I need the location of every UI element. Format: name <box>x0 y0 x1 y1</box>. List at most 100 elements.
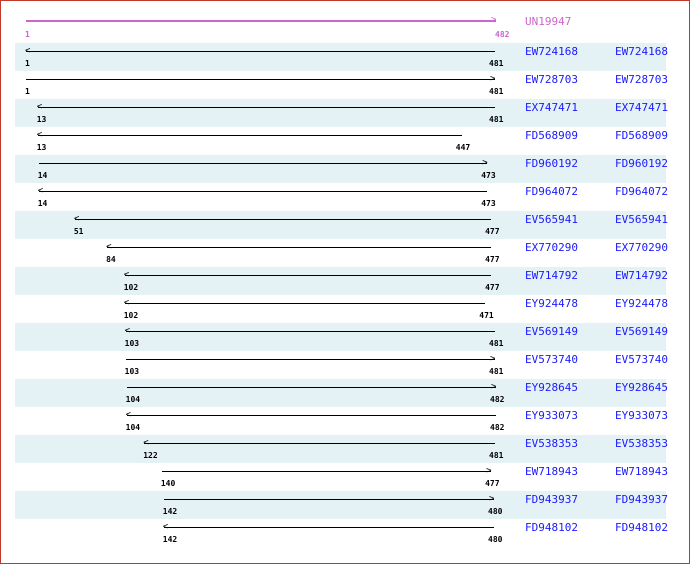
hit-end: 482 <box>490 395 505 404</box>
hit-arrow <box>126 415 496 416</box>
arrow-left-icon: < <box>106 242 112 252</box>
hit-link[interactable]: EW728703 <box>525 73 578 86</box>
hit-end: 482 <box>490 423 505 432</box>
hit-arrow <box>144 443 495 444</box>
hit-end: 477 <box>485 283 500 292</box>
hit-link[interactable]: EW718943 <box>525 465 578 478</box>
hit-start: 14 <box>37 171 48 180</box>
hit-row: <103 481 EV569149 EV569149 <box>15 323 668 351</box>
hit-link[interactable]: EV538353 <box>525 437 578 450</box>
hit-link[interactable]: EX770290 <box>525 241 578 254</box>
hit-link[interactable]: EV569149 <box>525 325 578 338</box>
hit-link[interactable]: EV565941 <box>525 213 578 226</box>
hit-end: 477 <box>485 479 500 488</box>
hit-start: 1 <box>25 59 30 68</box>
hit-link[interactable]: EW724168 <box>525 45 578 58</box>
hit-start: 103 <box>124 339 140 348</box>
hit-link[interactable]: FD568909 <box>525 129 578 142</box>
arrow-left-icon: < <box>123 298 130 308</box>
hit-arrow <box>26 51 496 52</box>
hit-start: 122 <box>143 451 158 460</box>
hit-end: 481 <box>489 367 504 376</box>
hit-link-secondary[interactable]: EW718943 <box>615 465 668 478</box>
hit-link-secondary[interactable]: FD568909 <box>615 129 668 142</box>
hit-link-secondary[interactable]: FD964072 <box>615 185 668 198</box>
hit-link[interactable]: EV573740 <box>525 353 578 366</box>
hit-arrow <box>125 359 495 360</box>
hit-row: >140 477 EW718943 EW718943 <box>15 463 668 491</box>
hit-start: 103 <box>124 367 140 376</box>
hit-link-secondary[interactable]: EY928645 <box>615 381 668 394</box>
hit-link[interactable]: EW714792 <box>525 269 578 282</box>
hit-start: 14 <box>37 199 48 208</box>
hit-end: 481 <box>489 87 504 96</box>
hit-link-secondary[interactable]: EW724168 <box>615 45 668 58</box>
hit-start: 1 <box>25 87 30 96</box>
hit-start: 102 <box>123 311 139 320</box>
arrow-left-icon: < <box>37 186 44 196</box>
hit-row: >14 473 FD960192 FD960192 <box>15 155 668 183</box>
hit-end: 477 <box>485 227 500 236</box>
arrow-left-icon: < <box>73 214 80 224</box>
hit-arrow <box>37 107 496 108</box>
hit-link-secondary[interactable]: EX770290 <box>615 241 668 254</box>
hit-link-secondary[interactable]: EV538353 <box>615 437 668 450</box>
hit-row: <102 477 EW714792 EW714792 <box>15 267 668 295</box>
hit-arrow <box>26 79 496 80</box>
query-end: 482 <box>495 30 510 39</box>
hit-start: 13 <box>36 143 47 152</box>
hit-link-secondary[interactable]: EV565941 <box>615 213 668 226</box>
hit-row: >104 482 EY928645 EY928645 <box>15 379 668 407</box>
hit-start: 102 <box>123 283 139 292</box>
hit-arrow <box>38 191 488 192</box>
arrow-right-icon: > <box>482 158 488 168</box>
hit-row: <104 482 EY933073 EY933073 <box>15 407 668 435</box>
hit-arrow <box>126 387 496 388</box>
hit-end: 481 <box>489 59 504 68</box>
arrow-right-icon: > <box>491 15 497 25</box>
hit-link[interactable]: EY924478 <box>525 297 578 310</box>
hit-link[interactable]: FD964072 <box>525 185 578 198</box>
arrow-left-icon: < <box>125 410 132 420</box>
hit-end: 481 <box>489 339 504 348</box>
hit-link[interactable]: EY933073 <box>525 409 578 422</box>
hit-arrow <box>125 331 495 332</box>
hit-link[interactable]: FD948102 <box>525 521 578 534</box>
hit-link-secondary[interactable]: EY933073 <box>615 409 668 422</box>
hit-end: 473 <box>481 199 496 208</box>
hit-link[interactable]: EX747471 <box>525 101 578 114</box>
hit-link-secondary[interactable]: EV569149 <box>615 325 668 338</box>
hit-row: <142 480 FD948102 FD948102 <box>15 519 668 547</box>
hit-row: <13 447 FD568909 FD568909 <box>15 127 668 155</box>
hit-link-secondary[interactable]: EX747471 <box>615 101 668 114</box>
hit-start: 104 <box>125 423 141 432</box>
arrow-right-icon: > <box>491 382 497 392</box>
hit-link-secondary[interactable]: FD960192 <box>615 157 668 170</box>
hit-link[interactable]: FD943937 <box>525 493 578 506</box>
hit-link[interactable]: FD960192 <box>525 157 578 170</box>
hit-link-secondary[interactable]: FD948102 <box>615 521 668 534</box>
hit-end: 477 <box>485 255 500 264</box>
hit-link-secondary[interactable]: EW714792 <box>615 269 668 282</box>
hit-arrow <box>163 527 495 528</box>
hit-row: <1 481 EW724168 EW724168 <box>15 43 668 71</box>
hit-link-secondary[interactable]: EW728703 <box>615 73 668 86</box>
hit-end: 480 <box>488 507 503 516</box>
hit-link-secondary[interactable]: EY924478 <box>615 297 668 310</box>
arrow-right-icon: > <box>490 354 496 364</box>
hit-link[interactable]: EY928645 <box>525 381 578 394</box>
arrow-left-icon: < <box>124 326 131 336</box>
query-start: 1 <box>25 30 30 39</box>
hit-row: >103 481 EV573740 EV573740 <box>15 351 668 379</box>
hit-start: 13 <box>36 115 47 124</box>
hit-end: 471 <box>479 311 494 320</box>
hit-link-secondary[interactable]: EV573740 <box>615 353 668 366</box>
hit-arrow <box>37 135 462 136</box>
hit-arrow <box>38 163 488 164</box>
query-name[interactable]: UN19947 <box>525 15 572 28</box>
hit-row: >142 480 FD943937 FD943937 <box>15 491 668 519</box>
hit-link-secondary[interactable]: FD943937 <box>615 493 668 506</box>
hit-end: 481 <box>489 115 504 124</box>
hit-start: 142 <box>162 535 178 544</box>
